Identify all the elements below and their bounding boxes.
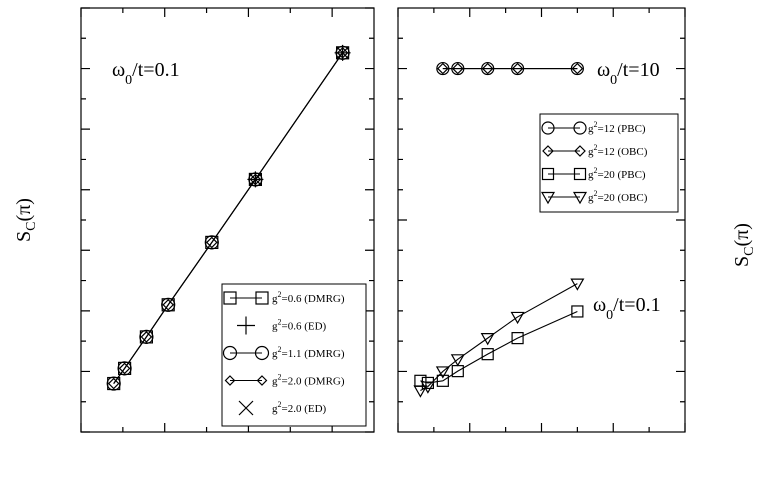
legend-marker-square — [573, 167, 587, 181]
data-point-diamond — [451, 62, 464, 75]
data-point-diamond — [107, 377, 120, 390]
data-point-triangle-down — [450, 354, 465, 367]
data-point-triangle-down — [570, 278, 585, 291]
data-point-circle — [248, 172, 263, 187]
omega-annotation-high: ω0/t=10 — [597, 59, 660, 88]
data-point-square — [511, 332, 524, 345]
legend-label: g2=1.1 (DMRG) — [272, 345, 345, 360]
data-point-diamond — [571, 62, 584, 75]
legend-marker-circle — [541, 121, 555, 135]
legend-marker-square — [255, 291, 269, 305]
legend-label: g2=12 (OBC) — [588, 143, 648, 158]
data-point-square — [571, 305, 584, 318]
data-point-diamond — [249, 173, 262, 186]
data-point-diamond — [436, 62, 449, 75]
data-point-circle — [161, 297, 176, 312]
data-point-diamond — [511, 62, 524, 75]
legend-label: g2=2.0 (DMRG) — [272, 373, 345, 388]
legend-box — [539, 113, 679, 213]
omega-annotation: ω0/t=0.1 — [112, 59, 180, 88]
data-point-triangle-down — [480, 333, 495, 346]
omega-annotation-low: ω0/t=0.1 — [593, 294, 661, 323]
data-point-square — [481, 348, 494, 361]
data-point-triangle-down — [413, 385, 428, 398]
data-point-circle — [335, 45, 350, 60]
legend-marker-square — [541, 167, 555, 181]
legend-marker-triangle-down — [540, 191, 556, 205]
data-point-diamond — [205, 236, 218, 249]
legend-box — [221, 283, 367, 427]
legend-right: g2=12 (PBC) g2=12 (OBC) g2=20 (PBC) g2=20 (… — [539, 113, 679, 213]
data-point-circle — [106, 376, 121, 391]
data-point-cross — [248, 172, 262, 186]
legend-marker-circle — [573, 121, 587, 135]
data-point-diamond — [481, 62, 494, 75]
legend-label: g2=20 (PBC) — [588, 166, 646, 181]
legend-left: g2=0.6 (DMRG) g2=0.6 (ED) g2=1.1 (DMRG) g2=… — [221, 283, 367, 427]
data-point-square — [436, 374, 449, 387]
data-point-diamond — [336, 46, 349, 59]
legend-marker-plus — [237, 316, 255, 335]
legend-marker-diamond — [574, 145, 586, 157]
data-point-circle — [139, 329, 154, 345]
data-point-cross — [336, 46, 350, 60]
legend-label: g2=2.0 (ED) — [272, 400, 327, 415]
legend-marker-circle — [222, 345, 238, 361]
y-axis-label: SC(π) — [731, 223, 757, 267]
legend-marker-diamond — [256, 375, 268, 386]
legend-label: g2=0.6 (ED) — [272, 318, 327, 333]
legend-marker-cross — [238, 400, 254, 416]
legend-label: g2=20 (OBC) — [588, 189, 648, 204]
data-point-diamond — [118, 362, 131, 375]
legend-marker-diamond — [542, 145, 554, 157]
legend-label: g2=0.6 (DMRG) — [272, 290, 345, 305]
data-point-triangle-down — [435, 366, 450, 379]
left-panel: SC(π)ω0/t=0.1g2=0.6 (DMRG)g2=0.6 (ED)g2=… — [13, 7, 375, 433]
legend-marker-circle — [254, 345, 270, 361]
series-line — [420, 283, 578, 391]
legend-marker-diamond — [224, 375, 236, 386]
data-point-triangle-down — [420, 381, 435, 394]
legend-marker-square — [223, 291, 237, 305]
series-line — [420, 310, 578, 384]
data-point-diamond — [140, 331, 153, 343]
data-point-diamond — [162, 298, 175, 311]
data-point-circle — [204, 235, 219, 250]
y-axis-label: SC(π) — [13, 198, 39, 242]
right-panel: SC(π) ω0/t=10 ω0/t=0.1 g2=12 (PBC) g2=12 (OB… — [397, 7, 757, 433]
data-point-circle — [117, 361, 132, 376]
data-point-triangle-down — [510, 311, 525, 325]
legend-label: g2=12 (PBC) — [588, 120, 646, 135]
legend-marker-triangle-down — [572, 191, 588, 205]
